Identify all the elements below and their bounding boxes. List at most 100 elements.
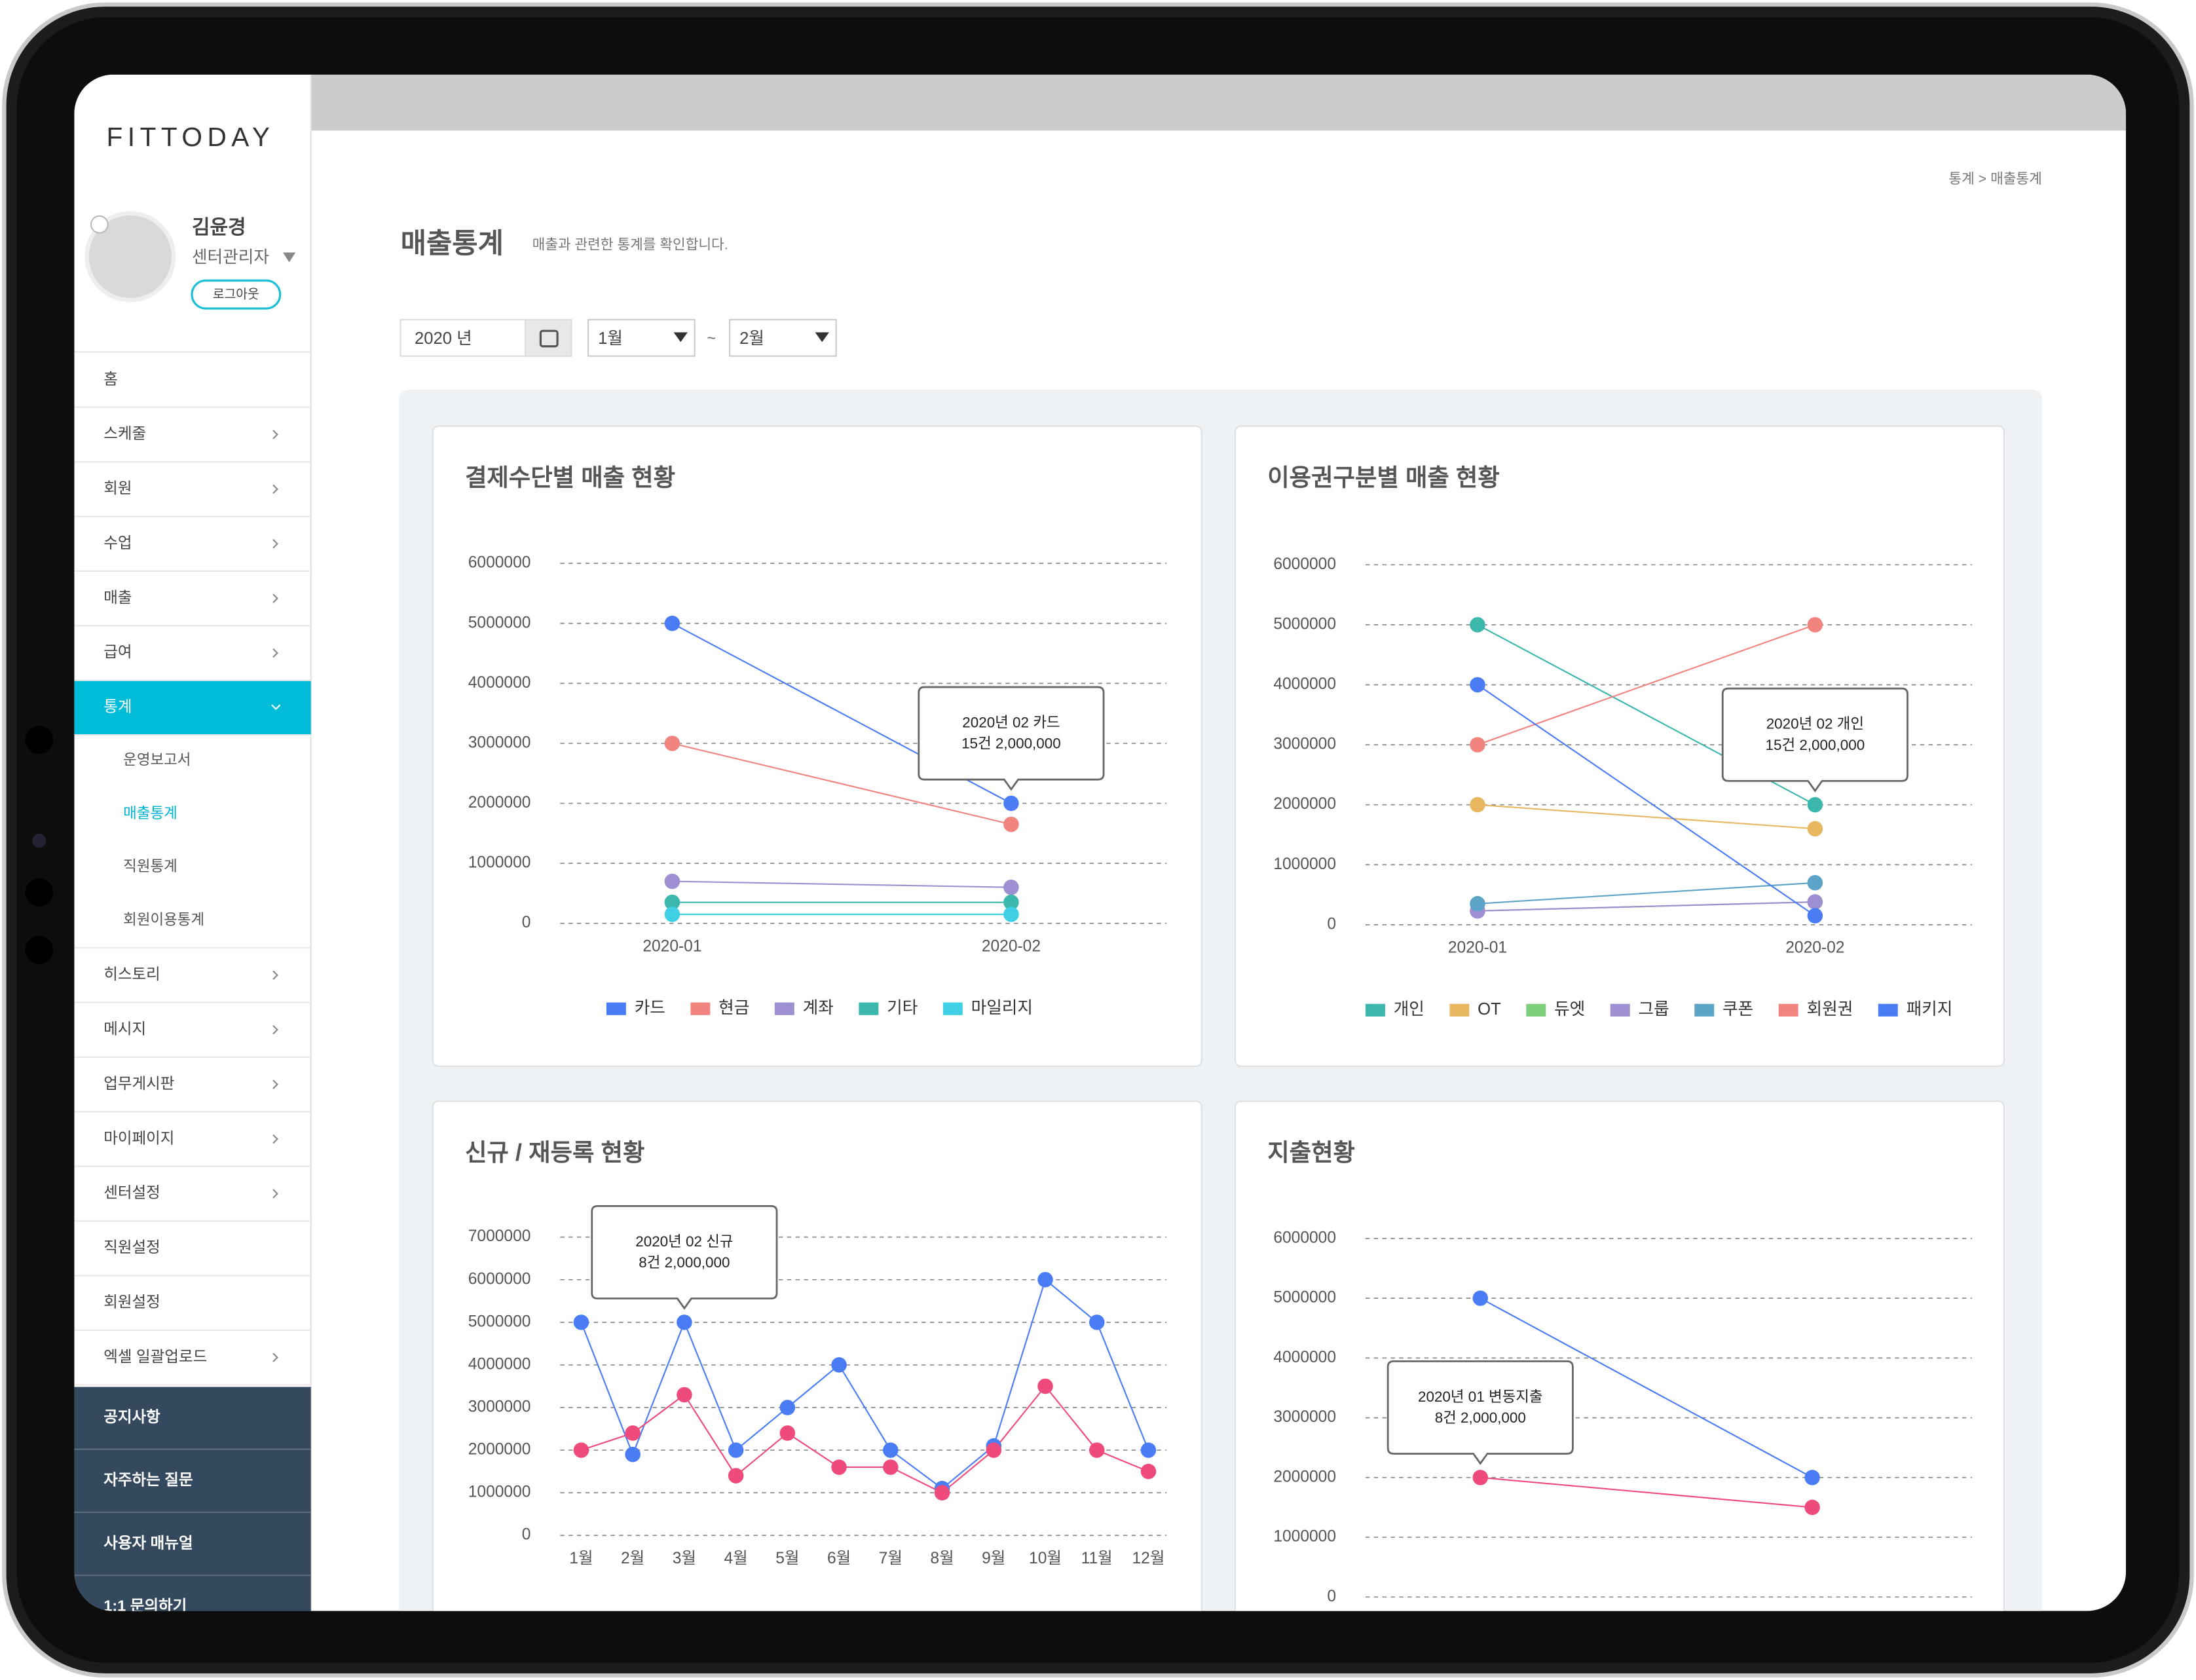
data-point[interactable] bbox=[883, 1459, 899, 1475]
data-point[interactable] bbox=[573, 1315, 589, 1330]
data-point[interactable] bbox=[677, 1315, 692, 1330]
sidebar-link[interactable]: 자주하는 질문 bbox=[103, 1471, 193, 1488]
data-point[interactable] bbox=[664, 736, 680, 751]
x-tick-label: 2020-01 bbox=[642, 938, 701, 956]
data-point[interactable] bbox=[1804, 1499, 1820, 1516]
data-point[interactable] bbox=[779, 1425, 796, 1441]
submenu-item[interactable]: 운영보고서 bbox=[123, 752, 191, 768]
data-point[interactable] bbox=[1003, 894, 1019, 910]
data-point[interactable] bbox=[1807, 821, 1823, 837]
data-point[interactable] bbox=[728, 1442, 744, 1458]
menu-item[interactable]: 급여 bbox=[103, 643, 132, 660]
data-point[interactable] bbox=[573, 1442, 589, 1458]
sidebar-link[interactable]: 사용자 매뉴얼 bbox=[103, 1534, 193, 1551]
data-point[interactable] bbox=[883, 1442, 899, 1458]
legend-label[interactable]: 카드 bbox=[635, 998, 665, 1017]
logout-button[interactable] bbox=[191, 279, 282, 310]
data-point[interactable] bbox=[664, 873, 680, 889]
sidebar-link[interactable]: 1:1 문의하기 bbox=[103, 1597, 187, 1614]
calendar-button[interactable] bbox=[524, 319, 572, 357]
data-point[interactable] bbox=[779, 1400, 796, 1415]
data-point[interactable] bbox=[1140, 1442, 1157, 1458]
data-point[interactable] bbox=[1470, 617, 1485, 633]
menu-item[interactable]: 엑셀 일괄업로드 bbox=[103, 1348, 207, 1365]
data-point[interactable] bbox=[1037, 1378, 1053, 1394]
data-point[interactable] bbox=[1037, 1272, 1053, 1288]
submenu-item[interactable]: 회원이용통계 bbox=[123, 911, 204, 927]
data-point[interactable] bbox=[625, 1425, 641, 1441]
tooltip-box bbox=[591, 1204, 778, 1310]
submenu-item[interactable]: 직원통계 bbox=[123, 858, 177, 874]
x-tick-label: 10월 bbox=[1029, 1550, 1062, 1567]
data-point[interactable] bbox=[1807, 894, 1823, 910]
data-point[interactable] bbox=[1470, 796, 1485, 813]
data-point[interactable] bbox=[934, 1485, 950, 1501]
submenu-item[interactable]: 매출통계 bbox=[123, 805, 177, 821]
data-point[interactable] bbox=[664, 616, 680, 631]
data-point[interactable] bbox=[831, 1357, 847, 1373]
data-point[interactable] bbox=[1003, 880, 1019, 895]
data-point[interactable] bbox=[1003, 906, 1019, 922]
menu-item[interactable]: 회원설정 bbox=[103, 1293, 160, 1310]
data-point[interactable] bbox=[1807, 617, 1823, 633]
avatar-settings-icon[interactable] bbox=[90, 215, 109, 234]
data-point[interactable] bbox=[664, 894, 680, 910]
legend-label[interactable]: 쿠폰 bbox=[1722, 1000, 1753, 1018]
data-point[interactable] bbox=[677, 1387, 692, 1403]
legend-label[interactable]: 기타 bbox=[887, 998, 918, 1017]
legend-label[interactable]: 계좌 bbox=[803, 998, 834, 1017]
legend-label[interactable]: 마일리지 bbox=[971, 998, 1033, 1017]
data-point[interactable] bbox=[1470, 737, 1485, 753]
menu-item[interactable]: 히스토리 bbox=[103, 965, 160, 982]
legend-swatch bbox=[942, 1002, 963, 1015]
role-dropdown-icon[interactable] bbox=[282, 252, 296, 263]
data-point[interactable] bbox=[1472, 1470, 1489, 1485]
legend-label[interactable]: 개인 bbox=[1394, 999, 1424, 1018]
data-point[interactable] bbox=[1470, 677, 1485, 693]
legend-label[interactable]: 회원권 bbox=[1807, 999, 1853, 1018]
data-point[interactable] bbox=[1089, 1442, 1105, 1458]
data-point[interactable] bbox=[831, 1459, 847, 1475]
series-line bbox=[672, 880, 1011, 888]
sidebar-link[interactable]: 공지사항 bbox=[103, 1408, 160, 1425]
menu-item[interactable]: 메시지 bbox=[103, 1020, 146, 1037]
menu-item[interactable]: 매출 bbox=[103, 589, 132, 606]
legend-label[interactable]: 현금 bbox=[718, 998, 749, 1017]
y-tick-label: 4000000 bbox=[1273, 1349, 1336, 1366]
legend-label[interactable]: 패키지 bbox=[1907, 999, 1953, 1018]
menu-item[interactable]: 업무게시판 bbox=[103, 1075, 174, 1092]
menu-item[interactable]: 회원 bbox=[103, 479, 132, 496]
menu-item[interactable]: 센터설정 bbox=[103, 1184, 160, 1201]
data-point[interactable] bbox=[1140, 1463, 1157, 1480]
y-tick-label: 3000000 bbox=[1273, 736, 1336, 753]
chart-card bbox=[432, 1100, 1202, 1611]
menu-item[interactable]: 마이페이지 bbox=[103, 1129, 174, 1146]
data-point[interactable] bbox=[1003, 795, 1019, 812]
data-point[interactable] bbox=[1804, 1470, 1820, 1485]
data-point[interactable] bbox=[1089, 1315, 1105, 1330]
menu-item[interactable]: 수업 bbox=[103, 534, 132, 551]
menu-item[interactable]: 직원설정 bbox=[103, 1239, 160, 1256]
month-from-value: 1월 bbox=[598, 329, 623, 348]
data-point[interactable] bbox=[1807, 874, 1823, 891]
legend-label[interactable]: 그룹 bbox=[1639, 1000, 1669, 1018]
legend-label[interactable]: 듀엣 bbox=[1554, 1000, 1585, 1018]
legend-label[interactable]: OT bbox=[1478, 1000, 1501, 1018]
data-point[interactable] bbox=[1472, 1290, 1489, 1306]
month-to-select[interactable] bbox=[729, 319, 837, 357]
data-point[interactable] bbox=[664, 906, 680, 922]
menu-item[interactable]: 스케줄 bbox=[103, 425, 146, 442]
y-tick-label: 3000000 bbox=[1273, 1408, 1336, 1426]
data-point[interactable] bbox=[1470, 896, 1485, 912]
data-point[interactable] bbox=[1003, 816, 1019, 832]
data-point[interactable] bbox=[728, 1468, 744, 1484]
month-from-select[interactable] bbox=[587, 319, 696, 357]
x-tick-label: 7월 bbox=[879, 1550, 903, 1567]
data-point[interactable] bbox=[1807, 908, 1823, 924]
menu-item[interactable]: 통계 bbox=[103, 698, 132, 715]
data-point[interactable] bbox=[986, 1442, 1002, 1458]
data-point[interactable] bbox=[625, 1446, 641, 1463]
data-point[interactable] bbox=[1807, 796, 1823, 813]
menu-item[interactable]: 홈 bbox=[103, 370, 118, 387]
tooltip-text: 15건 2,000,000 bbox=[961, 736, 1061, 752]
